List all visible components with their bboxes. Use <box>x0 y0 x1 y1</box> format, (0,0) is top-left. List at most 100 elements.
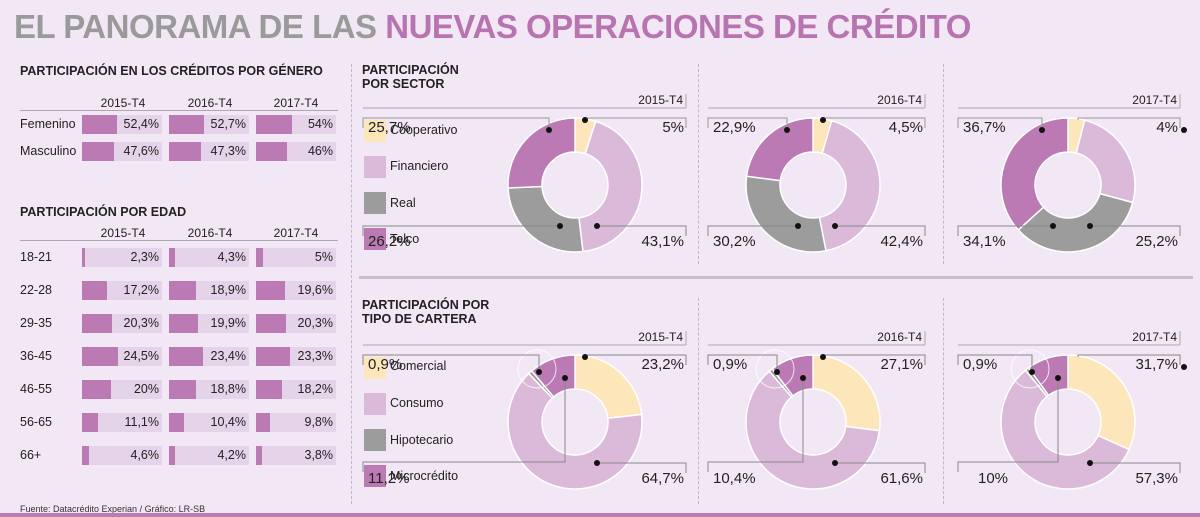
legend-label-comercial: Comercial <box>390 359 447 373</box>
age-row-label: 18-21 <box>20 250 52 264</box>
callout-dot <box>557 223 563 229</box>
gender-bar-value: 52,4% <box>123 117 159 131</box>
callout-line <box>707 225 798 236</box>
value-label-hipotecario: 0,9% <box>368 356 403 373</box>
zoom-circle <box>1010 349 1050 389</box>
callout-line <box>362 354 540 372</box>
age-bar: 5% <box>256 248 336 267</box>
divider-vertical <box>943 64 944 264</box>
legend-swatch-real <box>364 192 386 214</box>
gender-bar-value: 54% <box>307 117 333 131</box>
divider-horizontal <box>867 276 1193 279</box>
value-label-financiero: 42,4% <box>880 233 923 250</box>
legend-label-cooperativo: Cooperativo <box>390 123 458 137</box>
age-row-label: 46-55 <box>20 382 52 396</box>
callout-dot <box>800 375 806 381</box>
age-bar: 19,6% <box>256 281 336 300</box>
value-label-cooperativo: 4% <box>1156 119 1178 136</box>
slice-real <box>745 175 827 253</box>
slice-financiero <box>1075 119 1136 204</box>
value-label-microcredito: 10% <box>978 470 1009 487</box>
age-bar-value: 18,9% <box>210 283 246 297</box>
divider-vertical <box>943 298 944 504</box>
cartera-section-title: PARTICIPACIÓN POR TIPO DE CARTERA <box>362 298 489 326</box>
age-bar-fill <box>82 314 112 333</box>
gender-bar-fill <box>256 115 292 134</box>
callout-line <box>362 378 566 472</box>
age-bar: 23,4% <box>169 347 249 366</box>
age-bar: 4,2% <box>169 446 249 465</box>
gender-bar-fill <box>169 142 201 161</box>
callout-line <box>835 462 926 473</box>
value-label-financiero: 25,2% <box>1135 233 1178 250</box>
page-title: EL PANORAMA DE LAS NUEVAS OPERACIONES DE… <box>14 8 971 46</box>
gender-bar-fill <box>256 142 287 161</box>
age-bar: 20% <box>82 380 162 399</box>
slice-telco <box>1000 117 1069 231</box>
value-label-microcredito: 11,2% <box>368 470 410 487</box>
legend-label-hipotecario: Hipotecario <box>390 433 454 447</box>
divider-vertical <box>351 64 352 504</box>
slice-consumo <box>1000 369 1131 490</box>
callout-dot <box>820 117 826 123</box>
gender-bar: 52,4% <box>82 115 162 134</box>
callout-line <box>597 225 687 236</box>
age-bar: 20,3% <box>256 314 336 333</box>
gender-col-head: 2015-T4 <box>100 96 146 110</box>
zoom-circle <box>517 349 557 389</box>
divider-vertical <box>698 64 699 264</box>
value-label-comercial: 23,2% <box>641 356 684 373</box>
value-label-real: 34,1% <box>963 233 1006 250</box>
age-bar-fill <box>169 413 185 432</box>
age-bar-fill <box>82 380 112 399</box>
value-label-consumo: 57,3% <box>1135 470 1178 487</box>
slice-real <box>1017 192 1134 253</box>
age-bar: 11,1% <box>82 413 162 432</box>
slice-telco <box>745 117 814 182</box>
age-bar-value: 17,2% <box>123 283 159 297</box>
callout-line <box>1077 117 1181 128</box>
age-bar-value: 5% <box>314 250 333 264</box>
gender-bar-value: 52,7% <box>210 117 246 131</box>
slice-financiero <box>578 120 643 253</box>
gender-section-title: PARTICIPACIÓN EN LOS CRÉDITOS POR GÉNERO <box>20 64 323 78</box>
age-bar-value: 24,5% <box>123 349 159 363</box>
value-label-telco: 36,7% <box>963 119 1006 136</box>
age-bar-value: 20,3% <box>297 316 333 330</box>
value-label-comercial: 27,1% <box>880 356 923 373</box>
divider-horizontal <box>359 276 867 279</box>
callout-dot <box>1050 223 1056 229</box>
callout-line <box>1077 354 1181 365</box>
age-bar-fill <box>82 413 99 432</box>
gender-bar: 52,7% <box>169 115 249 134</box>
age-bar-value: 9,8% <box>304 415 334 429</box>
age-bar: 17,2% <box>82 281 162 300</box>
slice-telco <box>507 117 576 189</box>
age-row-label: 56-65 <box>20 415 52 429</box>
age-bar-fill <box>82 281 108 300</box>
value-label-hipotecario: 0,9% <box>963 356 998 373</box>
cartera-title-line2: TIPO DE CARTERA <box>362 312 477 326</box>
age-bar-value: 4,2% <box>217 448 247 462</box>
age-bar-fill <box>169 314 198 333</box>
age-bar-value: 23,4% <box>210 349 246 363</box>
period-label: 2015-T4 <box>638 93 683 107</box>
value-label-consumo: 61,6% <box>880 470 923 487</box>
period-label: 2017-T4 <box>1132 93 1177 107</box>
age-bar-value: 10,4% <box>210 415 246 429</box>
callout-dot <box>832 223 838 229</box>
gender-bar-fill <box>82 142 114 161</box>
age-col-head: 2015-T4 <box>100 226 146 240</box>
callout-dot <box>582 117 588 123</box>
title-grey: EL PANORAMA DE LAS <box>14 8 386 45</box>
callout-line <box>957 225 1053 236</box>
callout-dot <box>1181 127 1187 133</box>
divider-vertical <box>698 298 699 504</box>
value-label-financiero: 43,1% <box>641 233 684 250</box>
callout-dot <box>594 223 600 229</box>
callout-dot <box>582 354 588 360</box>
gender-bar-fill <box>169 115 205 134</box>
age-bar: 9,8% <box>256 413 336 432</box>
age-bar-fill <box>256 281 285 300</box>
